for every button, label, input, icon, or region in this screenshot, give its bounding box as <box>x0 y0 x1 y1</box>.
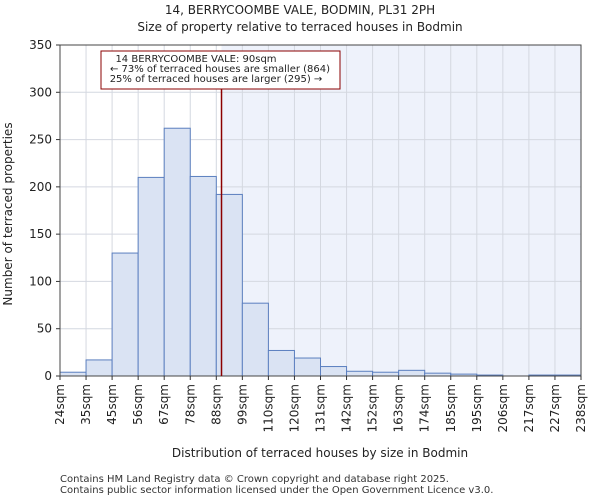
x-tick-label: 99sqm <box>235 384 249 425</box>
chart-title: 14, BERRYCOOMBE VALE, BODMIN, PL31 2PH <box>164 3 436 17</box>
x-tick-label: 163sqm <box>392 384 406 432</box>
annotation-line-3: 25% of terraced houses are larger (295) … <box>110 74 323 85</box>
annotation-line-2: ← 73% of terraced houses are smaller (86… <box>110 64 330 75</box>
y-tick-label: 350 <box>29 38 52 52</box>
x-tick-label: 217sqm <box>522 384 536 432</box>
x-tick-label: 238sqm <box>574 384 588 432</box>
histogram-bar <box>137 176 165 377</box>
x-tick-label: 24sqm <box>53 384 67 425</box>
y-axis-label: Number of terraced properties <box>1 122 15 305</box>
highlight-region <box>221 45 581 376</box>
x-tick-label: 56sqm <box>131 384 145 425</box>
x-tick-label: 45sqm <box>105 384 119 425</box>
x-tick-label: 142sqm <box>340 384 354 432</box>
x-tick-label: 78sqm <box>183 384 197 425</box>
y-tick-label: 100 <box>29 274 52 288</box>
footer-line-1: Contains HM Land Registry data © Crown c… <box>60 474 449 485</box>
histogram-bar <box>320 366 348 377</box>
histogram-bar <box>267 349 295 377</box>
x-tick-label: 67sqm <box>157 384 171 425</box>
histogram-bar <box>215 193 243 377</box>
histogram-bar <box>111 252 139 377</box>
x-tick-label: 152sqm <box>366 384 380 432</box>
x-tick-label: 195sqm <box>470 384 484 432</box>
histogram-bar <box>372 371 400 377</box>
x-tick-label: 131sqm <box>314 384 328 432</box>
x-tick-label: 227sqm <box>548 384 562 432</box>
histogram-bar <box>346 370 374 377</box>
histogram-bar <box>189 175 217 377</box>
histogram-bar <box>398 369 426 377</box>
x-tick-label: 185sqm <box>444 384 458 432</box>
annotation-line-1: 14 BERRYCOOMBE VALE: 90sqm <box>115 54 276 65</box>
x-tick-label: 35sqm <box>79 384 93 425</box>
y-tick-label: 250 <box>29 133 52 147</box>
y-tick-label: 200 <box>29 180 52 194</box>
histogram-bar <box>59 371 87 377</box>
y-tick-label: 50 <box>37 322 52 336</box>
y-tick-label: 0 <box>44 369 52 383</box>
chart-subtitle: Size of property relative to terraced ho… <box>137 20 463 34</box>
x-tick-label: 88sqm <box>209 384 223 425</box>
y-tick-label: 150 <box>29 227 52 241</box>
histogram-bar <box>163 127 191 377</box>
x-axis-label: Distribution of terraced houses by size … <box>172 446 468 460</box>
footer-line-2: Contains public sector information licen… <box>60 485 494 496</box>
x-tick-label: 120sqm <box>287 384 301 432</box>
histogram-bar <box>241 302 269 377</box>
annotation-box <box>100 50 341 90</box>
histogram-bar <box>293 357 322 377</box>
histogram-bar <box>85 359 113 377</box>
x-tick-label: 110sqm <box>261 384 275 432</box>
x-tick-label: 206sqm <box>496 384 510 432</box>
y-tick-label: 300 <box>29 85 52 99</box>
x-tick-label: 174sqm <box>418 384 432 432</box>
